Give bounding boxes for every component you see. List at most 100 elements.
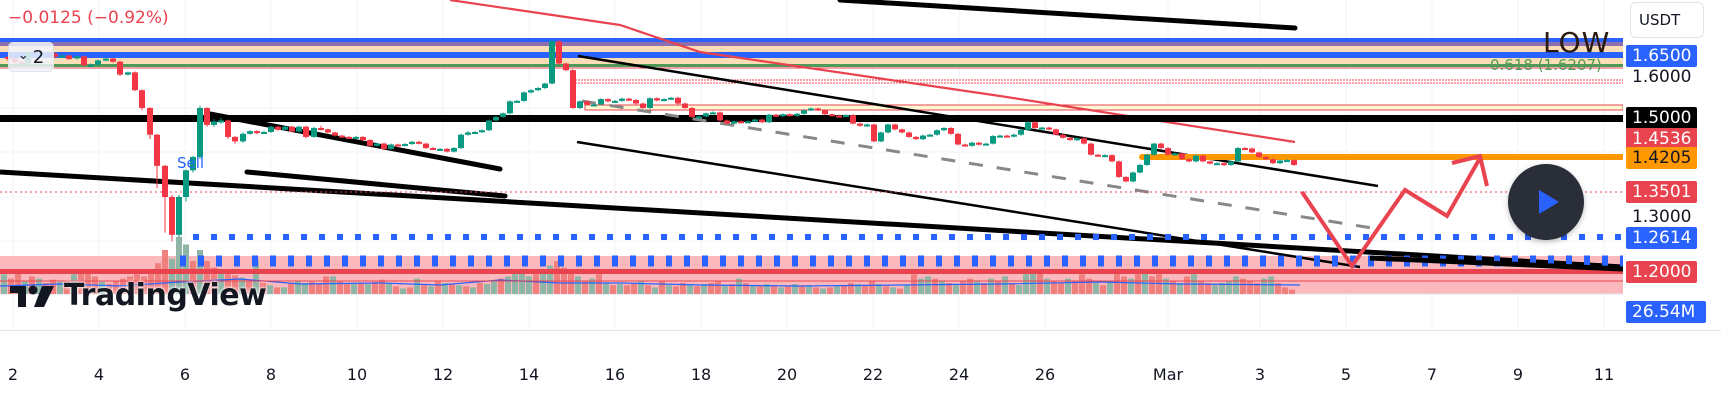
candle-body [125, 72, 131, 75]
candle-body [815, 108, 821, 111]
candle-body [759, 119, 765, 123]
price-label: 1.6000 [1632, 67, 1692, 87]
candle-body [1214, 163, 1220, 166]
volume-bar [841, 285, 847, 294]
volume-bar [967, 278, 973, 294]
candle-body [766, 114, 772, 123]
candle-body [745, 121, 751, 124]
candle-body [296, 126, 302, 132]
volume-bar [421, 285, 427, 294]
volume-bar [659, 280, 665, 294]
play-button[interactable] [1508, 164, 1584, 240]
volume-bar [1, 274, 7, 294]
volume-bar [617, 284, 623, 294]
volume-bar [365, 284, 371, 294]
volume-bar [764, 284, 770, 294]
volume-bar [1198, 280, 1204, 294]
volume-bar [358, 283, 364, 294]
volume-bar [820, 288, 826, 294]
candle-body [339, 135, 345, 138]
candle-body [139, 90, 145, 108]
volume-bar [638, 280, 644, 294]
volume-bar [274, 287, 280, 294]
volume-bar [848, 283, 854, 294]
volume-bar [288, 283, 294, 294]
candle-body [154, 134, 160, 166]
volume-bar [372, 281, 378, 294]
play-icon [1539, 190, 1559, 214]
time-axis-border [0, 330, 1721, 331]
candle-body [1270, 159, 1276, 164]
currency-selector[interactable]: USDT [1630, 2, 1704, 38]
candle-body [570, 70, 576, 108]
candle-body [1291, 160, 1297, 165]
volume-bar [1079, 274, 1085, 294]
projection-path [1300, 157, 1482, 270]
candle-body [325, 129, 331, 133]
candle-body [110, 58, 116, 62]
volume-bar [477, 283, 483, 294]
volume-bar [981, 283, 987, 294]
candle-body [232, 136, 238, 142]
candle-body [353, 136, 359, 139]
volume-bar [722, 285, 728, 294]
candle-body [717, 112, 723, 121]
volume-bar [253, 261, 259, 294]
volume-bar [470, 287, 476, 294]
volume-bar [190, 261, 196, 294]
candle-body [247, 131, 253, 134]
candle-body [843, 115, 849, 118]
volume-bar [239, 277, 245, 294]
candle-body [885, 124, 891, 133]
volume-bar [1226, 280, 1232, 294]
candle-body [696, 116, 702, 119]
candle-body [703, 113, 709, 117]
time-tick: 2 [7, 365, 19, 384]
candle-body [710, 112, 716, 115]
candle-body [1004, 135, 1010, 138]
channel-lower-line [576, 140, 1361, 269]
price-label: 26.54M [1626, 301, 1706, 323]
candle-body [836, 115, 842, 118]
volume-bar [750, 285, 756, 294]
volume-bar [645, 285, 651, 294]
volume-bar [1100, 285, 1106, 294]
volume-bar [995, 280, 1001, 294]
candle-body [920, 135, 926, 140]
volume-bar [463, 286, 469, 294]
candle-body [906, 132, 912, 137]
volume-bar [1170, 280, 1176, 294]
volume-bar [1163, 278, 1169, 294]
volume-bar [1093, 283, 1099, 294]
candle-body [395, 144, 401, 147]
candle-body [752, 119, 758, 122]
legend-toggle-button[interactable]: ⌄ 2 [8, 42, 54, 72]
volume-bar [169, 258, 175, 294]
candle-body [1025, 122, 1031, 130]
volume-bar [99, 281, 105, 294]
candle-body [612, 100, 618, 103]
trendline-bottom-end [1369, 255, 1624, 272]
candle-body [507, 101, 513, 114]
wedge-upper-line [207, 111, 503, 172]
volume-bar [113, 280, 119, 294]
volume-bar [589, 278, 595, 294]
time-axis[interactable]: 2 4 6 8 10 12 14 16 18 20 22 24 26 Mar 3 5 7 9 11 [0, 365, 1721, 395]
tradingview-logo[interactable]: TradingView [10, 278, 267, 313]
candle-body [731, 121, 737, 124]
tradingview-wordmark: TradingView [64, 278, 267, 313]
price-label: 1.3000 [1632, 207, 1692, 227]
candle-body [787, 114, 793, 117]
candle-body [374, 143, 380, 146]
volume-bar [785, 286, 791, 294]
volume-bar [337, 280, 343, 294]
candle-body [528, 90, 534, 93]
candle-body [668, 97, 674, 100]
candle-body [360, 136, 366, 141]
time-tick: 3 [1254, 365, 1266, 384]
volume-bar [988, 278, 994, 294]
volume-bar [1009, 283, 1015, 294]
candle-body [682, 103, 688, 108]
resistance-box-2 [584, 104, 1624, 111]
